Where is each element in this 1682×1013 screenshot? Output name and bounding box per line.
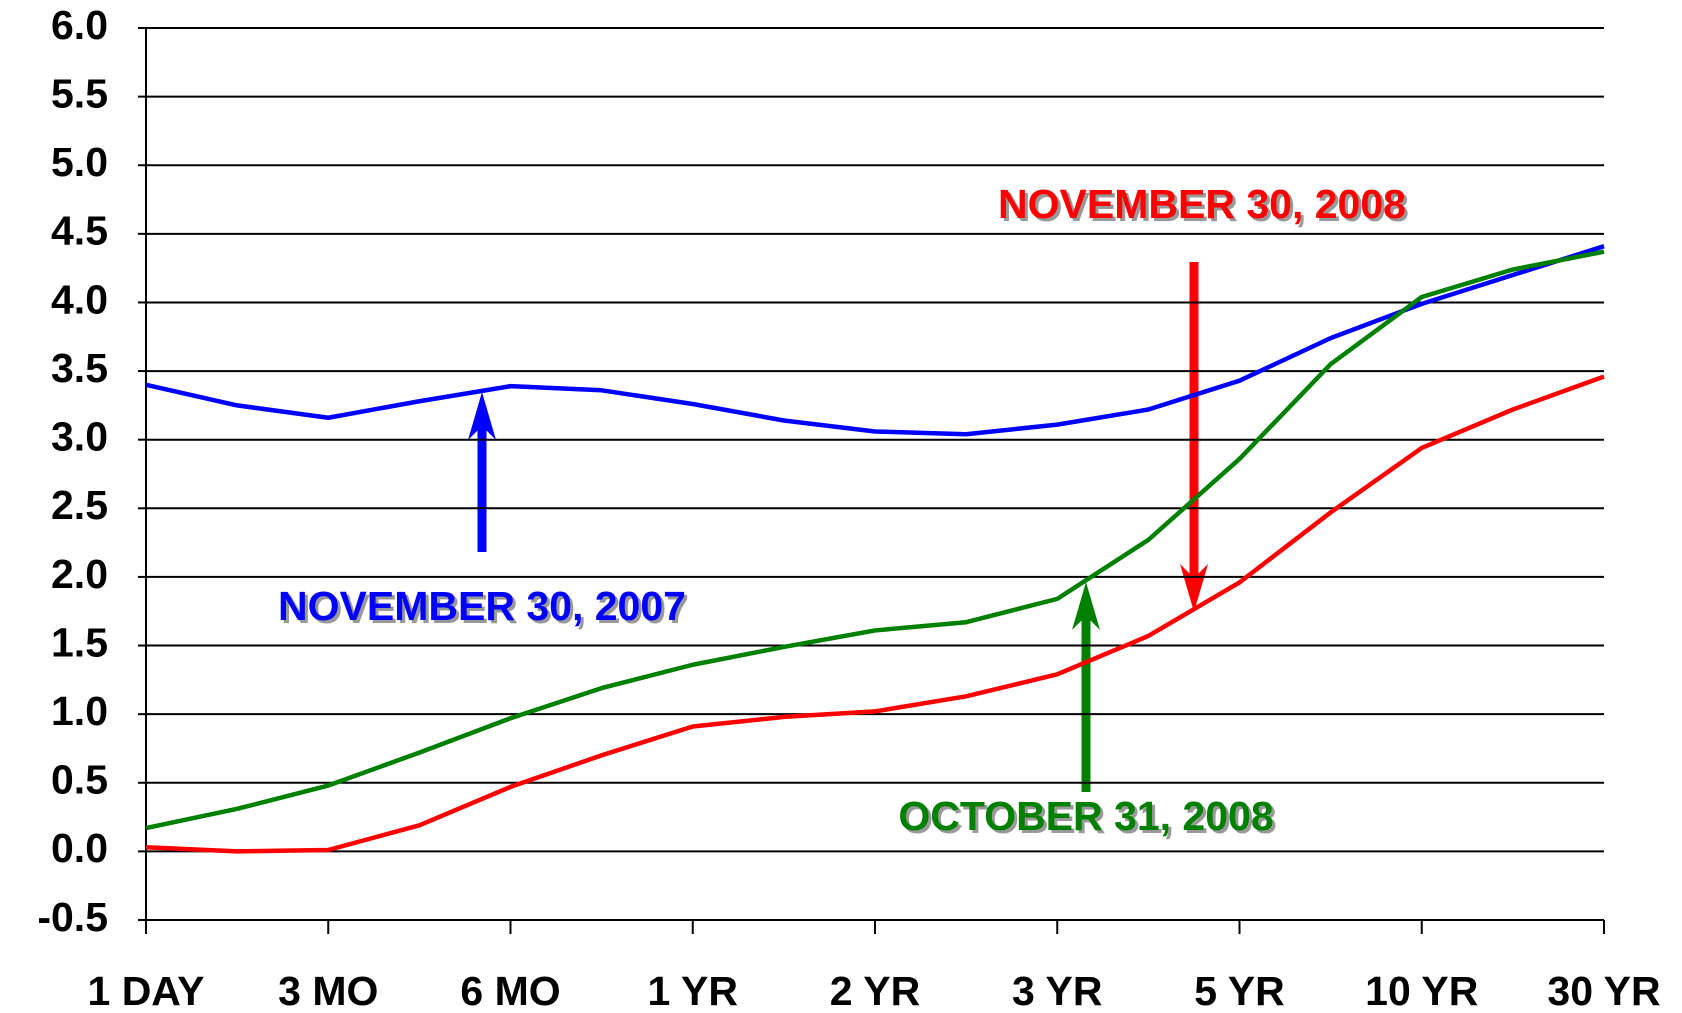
annotation-shadow: NOVEMBER 30, 2008 — [1001, 184, 1409, 230]
x-tick-label: 5 YR — [1194, 968, 1284, 1013]
line-series — [145, 249, 1605, 831]
arrows — [468, 262, 1208, 792]
y-tick-label: 4.5 — [51, 208, 108, 254]
y-tick-label: 1.0 — [51, 688, 108, 734]
annotation-shadow: NOVEMBER 30, 2007 — [281, 586, 689, 632]
annotation: NOVEMBER 30, 2008 — [998, 181, 1406, 227]
x-tick-label: 10 YR — [1365, 968, 1478, 1013]
y-tick-label: 5.0 — [51, 139, 108, 185]
y-tick-label: 5.5 — [51, 70, 108, 116]
x-tick-label: 3 YR — [1012, 968, 1102, 1013]
y-tick-label: 2.5 — [51, 482, 108, 528]
y-tick-label: -0.5 — [37, 894, 108, 940]
y-tick-label: 0.5 — [51, 757, 108, 803]
x-tick-label: 2 YR — [830, 968, 920, 1013]
annotation: NOVEMBER 30, 2007 — [278, 583, 686, 629]
y-tick-label: 3.5 — [51, 345, 108, 391]
y-tick-label: 1.5 — [51, 619, 108, 665]
x-tick-label: 1 DAY — [88, 968, 205, 1013]
y-tick-label: 6.0 — [51, 2, 108, 48]
y-tick-label: 3.0 — [51, 414, 108, 460]
y-tick-label: 2.0 — [51, 551, 108, 597]
y-tick-label: 4.0 — [51, 276, 108, 322]
annotation-shadow: OCTOBER 31, 2008 — [901, 796, 1276, 842]
x-tick-label: 6 MO — [460, 968, 560, 1013]
line-series — [145, 374, 1605, 854]
annotation: OCTOBER 31, 2008 — [898, 793, 1273, 839]
arrow-head — [1072, 582, 1100, 630]
x-tick-label: 30 YR — [1547, 968, 1660, 1013]
arrow-head — [468, 392, 496, 440]
x-tick-label: 3 MO — [278, 968, 378, 1013]
x-tick-label: 1 YR — [648, 968, 738, 1013]
line-series — [145, 244, 1605, 437]
y-tick-label: 0.0 — [51, 825, 108, 871]
